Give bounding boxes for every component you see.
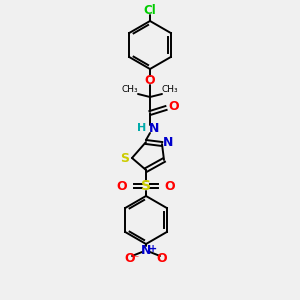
Text: S: S (121, 152, 130, 164)
Text: N: N (163, 136, 173, 148)
Text: N: N (149, 122, 159, 134)
Text: O: O (157, 251, 167, 265)
Text: CH₃: CH₃ (122, 85, 138, 94)
Text: O: O (145, 74, 155, 86)
Text: H: H (137, 123, 147, 133)
Text: O: O (169, 100, 179, 113)
Text: O: O (117, 179, 127, 193)
Text: Cl: Cl (144, 4, 156, 16)
Text: S: S (141, 179, 151, 193)
Text: ⁻: ⁻ (134, 254, 139, 264)
Text: CH₃: CH₃ (162, 85, 178, 94)
Text: O: O (125, 251, 135, 265)
Text: O: O (165, 179, 175, 193)
Text: +: + (149, 244, 157, 254)
Text: N: N (141, 244, 151, 256)
